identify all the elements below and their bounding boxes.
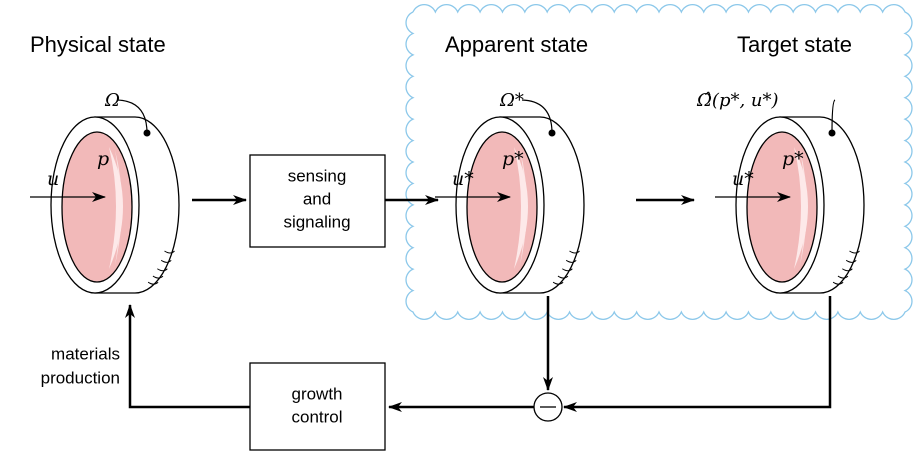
feedback-label: materials bbox=[51, 344, 120, 363]
param-label: p bbox=[97, 148, 109, 170]
state-title: Target state bbox=[737, 32, 852, 57]
omega-label: Ω bbox=[104, 90, 120, 111]
ridge bbox=[845, 259, 857, 263]
ridge bbox=[849, 250, 860, 254]
highlight bbox=[115, 150, 122, 265]
ridge bbox=[147, 281, 159, 285]
block-label: control bbox=[291, 407, 342, 426]
feedback-label: production bbox=[41, 368, 120, 387]
ridge bbox=[152, 275, 164, 279]
ridge bbox=[552, 281, 564, 285]
apparent-target-region bbox=[405, 4, 913, 320]
ridge bbox=[569, 250, 580, 254]
state-title: Physical state bbox=[30, 32, 166, 57]
cylinder bbox=[455, 99, 585, 294]
highlight bbox=[520, 150, 527, 265]
omega-label: Ω* bbox=[499, 90, 524, 111]
input-label: u bbox=[47, 168, 59, 190]
pointer-line bbox=[521, 99, 553, 134]
block-label: sensing bbox=[288, 166, 347, 185]
ridge bbox=[157, 268, 168, 272]
ridge bbox=[842, 268, 853, 272]
sensing-block bbox=[249, 154, 386, 248]
ridge bbox=[160, 259, 172, 263]
block-label: and bbox=[303, 189, 331, 208]
cylinder bbox=[50, 99, 180, 294]
omega-label: Ω̂(p*, u*) bbox=[696, 90, 779, 111]
ridge bbox=[837, 275, 849, 279]
block-label: growth bbox=[291, 384, 342, 403]
param-label: p* bbox=[502, 148, 524, 170]
ridge bbox=[557, 275, 569, 279]
cylinder bbox=[735, 99, 865, 294]
param-label: p* bbox=[782, 148, 804, 170]
highlight bbox=[794, 147, 808, 269]
ridge bbox=[832, 281, 844, 285]
control-block bbox=[249, 362, 386, 451]
input-label: u* bbox=[732, 168, 754, 190]
highlight bbox=[800, 150, 807, 265]
block-label: signaling bbox=[283, 212, 350, 231]
state-title: Apparent state bbox=[445, 32, 588, 57]
highlight bbox=[514, 147, 528, 269]
pointer-line bbox=[116, 99, 148, 134]
ridge bbox=[565, 259, 577, 263]
ridge bbox=[164, 250, 175, 254]
ridge bbox=[562, 268, 573, 272]
input-label: u* bbox=[452, 168, 474, 190]
arrows bbox=[125, 195, 832, 422]
pointer-line bbox=[831, 99, 836, 134]
highlight bbox=[109, 147, 123, 269]
